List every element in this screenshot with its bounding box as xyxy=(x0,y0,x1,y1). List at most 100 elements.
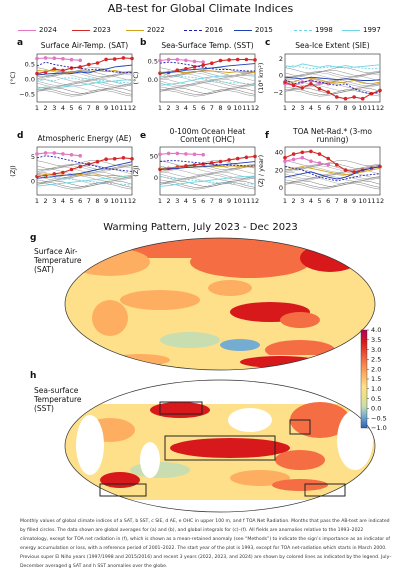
x-tick-label: 3 xyxy=(175,104,179,112)
background-year-line xyxy=(284,70,381,77)
series-point-2024 xyxy=(309,78,313,83)
x-tick-label: 4 xyxy=(61,197,65,205)
x-tick-label: 7 xyxy=(210,104,214,112)
legend-label: 1997 xyxy=(363,26,381,34)
x-tick-label: 9 xyxy=(352,104,356,112)
panel-title-c: Sea-Ice Extent (SIE) xyxy=(295,41,370,50)
series-point-2023 xyxy=(52,172,57,176)
x-tick-label: 6 xyxy=(201,197,205,205)
legend-label: 2023 xyxy=(93,26,111,34)
series-point-2024 xyxy=(78,154,82,158)
x-tick-label: 12 xyxy=(128,104,136,112)
x-tick-label: 1 xyxy=(158,197,162,205)
background-year-line xyxy=(284,69,381,77)
panel-letter-d: d xyxy=(17,131,24,141)
x-tick-label: 10 xyxy=(111,197,119,205)
series-point-2024 xyxy=(69,57,74,62)
map-letter-g: g xyxy=(30,233,37,243)
series-point-2024 xyxy=(326,163,330,167)
x-tick-label: 12 xyxy=(128,197,136,205)
series-point-2023 xyxy=(210,61,214,65)
legend-swatch xyxy=(184,29,202,31)
background-year-line xyxy=(284,181,381,188)
series-point-2023 xyxy=(244,57,249,62)
series-point-2023 xyxy=(335,95,339,99)
series-line-2022 xyxy=(284,77,381,85)
x-tick-label: 6 xyxy=(201,104,205,112)
x-tick-label: 10 xyxy=(234,197,242,205)
series-line-1997 xyxy=(36,174,133,187)
legend-label: 2022 xyxy=(147,26,165,34)
series-point-2023 xyxy=(227,58,231,62)
series-point-2024 xyxy=(291,157,296,162)
series-point-2023 xyxy=(317,152,322,156)
series-point-2024 xyxy=(184,58,188,63)
series-point-2023 xyxy=(300,86,305,90)
x-tick-label: 5 xyxy=(192,197,196,205)
x-tick-label: 7 xyxy=(87,104,91,112)
x-tick-label: 10 xyxy=(359,104,367,112)
x-tick-label: 2 xyxy=(292,197,296,205)
series-line-2015 xyxy=(159,63,256,74)
x-tick-label: 4 xyxy=(184,197,188,205)
x-tick-label: 11 xyxy=(119,104,127,112)
background-year-line xyxy=(284,163,381,170)
x-tick-label: 8 xyxy=(343,197,347,205)
series-point-2023 xyxy=(378,164,382,169)
colorbar-tick-label: 2.0 xyxy=(371,365,381,373)
series-line-2015 xyxy=(284,76,381,81)
background-year-line xyxy=(36,69,133,77)
x-tick-label: 7 xyxy=(335,197,339,205)
series-point-2023 xyxy=(317,87,322,91)
series-point-2023 xyxy=(326,90,330,94)
series-point-2023 xyxy=(235,156,240,161)
panel-letter-a: a xyxy=(17,38,24,48)
background-year-line xyxy=(36,79,133,86)
x-tick-label: 8 xyxy=(218,197,222,205)
background-year-line xyxy=(284,172,381,179)
x-tick-label: 8 xyxy=(343,104,347,112)
background-year-line xyxy=(284,183,381,190)
colorbar-tick-label: 3.0 xyxy=(371,346,381,354)
background-year-line xyxy=(159,160,256,167)
x-tick-label: 11 xyxy=(367,104,375,112)
legend-swatch xyxy=(72,29,90,31)
y-axis-label: (ZJ / year) xyxy=(257,155,265,187)
series-point-2023 xyxy=(343,96,348,101)
series-point-2024 xyxy=(69,153,74,157)
series-point-2023 xyxy=(309,82,313,86)
y-tick-label: 0 xyxy=(31,178,35,186)
x-tick-label: 5 xyxy=(192,104,196,112)
y-tick-label: 0 xyxy=(154,174,158,182)
figure-title: AB-test for Global Climate Indices xyxy=(107,2,294,15)
series-point-2023 xyxy=(227,158,231,162)
x-tick-label: 5 xyxy=(69,104,73,112)
background-year-line xyxy=(284,162,381,170)
series-point-2023 xyxy=(104,57,108,62)
x-tick-label: 9 xyxy=(352,197,356,205)
y-tick-label: 0 xyxy=(279,184,283,192)
series-point-2023 xyxy=(352,170,356,174)
series-point-2024 xyxy=(158,152,162,157)
series-point-2024 xyxy=(309,159,313,163)
series-point-2023 xyxy=(291,83,296,88)
series-point-2023 xyxy=(121,56,126,60)
background-year-line xyxy=(36,175,133,182)
x-tick-label: 11 xyxy=(242,104,250,112)
series-point-2023 xyxy=(52,67,57,71)
colorbar-tick-label: 3.5 xyxy=(371,336,381,344)
x-tick-label: 5 xyxy=(69,197,73,205)
background-year-line xyxy=(159,172,256,179)
background-year-line xyxy=(284,79,381,86)
series-point-2023 xyxy=(352,95,356,99)
background-year-line xyxy=(36,162,133,170)
x-tick-label: 1 xyxy=(283,104,287,112)
series-point-2023 xyxy=(69,167,74,172)
x-tick-label: 3 xyxy=(300,197,304,205)
panel-letter-f: f xyxy=(265,131,269,141)
x-tick-label: 4 xyxy=(184,104,188,112)
series-point-2024 xyxy=(35,152,39,156)
series-point-2024 xyxy=(61,152,65,156)
